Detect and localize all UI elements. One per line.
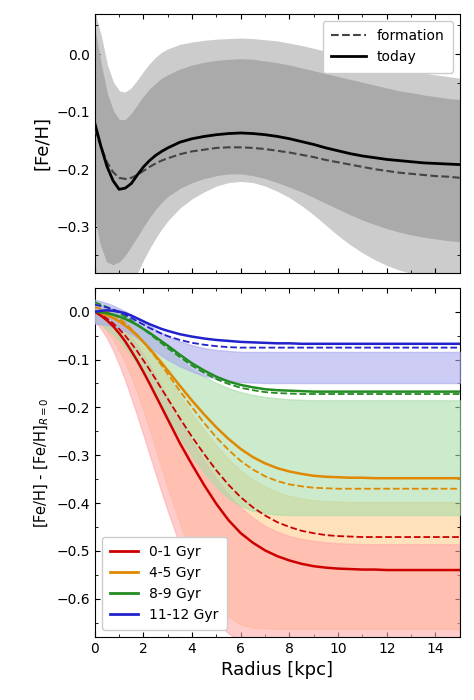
formation <box>122 175 128 183</box>
today <box>201 132 207 141</box>
formation <box>457 174 463 182</box>
formation <box>274 146 280 155</box>
today <box>189 134 195 143</box>
formation <box>372 165 377 174</box>
formation <box>165 154 171 162</box>
today <box>141 162 146 171</box>
formation <box>408 169 414 178</box>
today <box>214 130 219 139</box>
today <box>420 159 426 167</box>
today <box>347 150 353 158</box>
formation <box>347 160 353 169</box>
today <box>396 156 402 164</box>
today <box>159 147 164 155</box>
Y-axis label: [Fe/H]: [Fe/H] <box>33 116 51 170</box>
formation <box>189 147 195 155</box>
today <box>262 130 268 139</box>
Legend: formation, today: formation, today <box>323 21 453 73</box>
formation <box>250 144 256 152</box>
Line: today: today <box>95 123 460 189</box>
today <box>408 158 414 166</box>
formation <box>311 153 317 161</box>
formation <box>262 145 268 153</box>
today <box>116 185 122 193</box>
today <box>177 138 183 146</box>
formation <box>433 172 438 181</box>
formation <box>360 162 365 171</box>
formation <box>104 158 110 167</box>
formation <box>238 143 244 151</box>
today <box>274 132 280 141</box>
today <box>122 184 128 192</box>
today <box>135 171 140 179</box>
formation <box>396 169 402 177</box>
formation <box>201 146 207 154</box>
today <box>287 134 292 143</box>
formation <box>226 143 231 151</box>
formation <box>299 150 304 159</box>
today <box>457 160 463 169</box>
today <box>128 179 134 188</box>
formation <box>214 144 219 152</box>
today <box>360 152 365 160</box>
formation <box>159 156 164 164</box>
today <box>433 159 438 167</box>
formation <box>177 150 183 158</box>
today <box>250 130 256 138</box>
formation <box>323 156 329 164</box>
today <box>384 155 390 164</box>
today <box>165 144 171 152</box>
formation <box>335 158 341 167</box>
today <box>335 146 341 155</box>
Legend: 0-1 Gyr, 4-5 Gyr, 8-9 Gyr, 11-12 Gyr: 0-1 Gyr, 4-5 Gyr, 8-9 Gyr, 11-12 Gyr <box>102 537 227 630</box>
today <box>445 160 450 168</box>
X-axis label: Radius [kpc]: Radius [kpc] <box>221 662 333 680</box>
today <box>110 176 116 185</box>
formation <box>153 159 158 167</box>
today <box>153 151 158 160</box>
today <box>372 153 377 162</box>
Y-axis label: [Fe/H] - [Fe/H]$_{R = 0}$: [Fe/H] - [Fe/H]$_{R = 0}$ <box>32 397 51 528</box>
formation <box>128 174 134 182</box>
today <box>323 144 329 152</box>
formation <box>420 171 426 179</box>
formation <box>445 172 450 181</box>
formation <box>92 125 98 133</box>
today <box>98 142 104 150</box>
formation <box>110 168 116 176</box>
today <box>146 156 152 164</box>
formation <box>135 171 140 179</box>
formation <box>98 142 104 150</box>
formation <box>141 167 146 175</box>
formation <box>146 162 152 171</box>
today <box>226 130 231 138</box>
today <box>92 119 98 127</box>
formation <box>287 148 292 157</box>
today <box>238 129 244 137</box>
today <box>104 162 110 171</box>
formation <box>384 167 390 175</box>
today <box>311 140 317 148</box>
Line: formation: formation <box>95 129 460 179</box>
formation <box>116 174 122 182</box>
today <box>299 137 304 146</box>
